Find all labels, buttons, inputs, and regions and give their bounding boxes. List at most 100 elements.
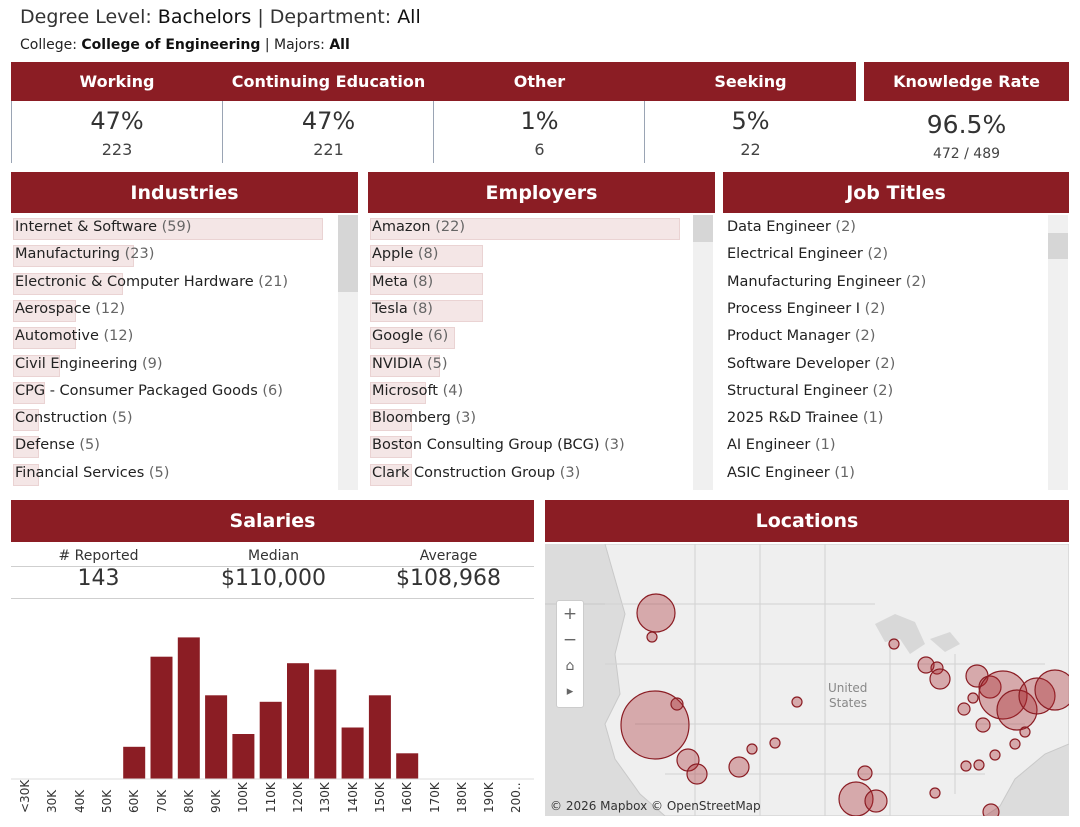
list-item[interactable]: Electronic & Computer Hardware (21) bbox=[11, 270, 336, 297]
list-item[interactable]: Internet & Software (59) bbox=[11, 215, 336, 242]
count-bar bbox=[370, 463, 413, 486]
job-titles-scrollbar[interactable] bbox=[1048, 215, 1068, 490]
histogram-tick-label: 110K bbox=[263, 782, 278, 813]
item-name: 2025 R&D Trainee bbox=[727, 410, 859, 427]
divider bbox=[11, 598, 534, 599]
map-label-states: States bbox=[829, 696, 867, 710]
list-item[interactable]: Microsoft (4) bbox=[368, 379, 693, 406]
job-titles-panel: Job Titles Data Engineer (2) Electrical E… bbox=[723, 172, 1069, 490]
kpi-working[interactable]: Working 47% 223 bbox=[11, 62, 223, 163]
item-name: Manufacturing bbox=[15, 246, 120, 263]
list-item[interactable]: Defense (5) bbox=[11, 433, 336, 460]
kpi-percent: 1% bbox=[520, 107, 559, 135]
scroll-thumb[interactable] bbox=[693, 215, 713, 242]
histogram-bar-130K[interactable] bbox=[314, 669, 337, 779]
zoom-in-icon[interactable]: + bbox=[562, 604, 578, 624]
list-item-label: Microsoft (4) bbox=[372, 383, 463, 399]
list-item[interactable]: Google (6) bbox=[368, 324, 693, 351]
filter-summary-line1: Degree Level: Bachelors | Department: Al… bbox=[20, 6, 421, 28]
list-item[interactable]: Electrical Engineer (2) bbox=[723, 242, 1048, 269]
list-item[interactable]: 2025 R&D Trainee (1) bbox=[723, 406, 1048, 433]
list-item[interactable]: Process Engineer I (2) bbox=[723, 297, 1048, 324]
histogram-bar-160K[interactable] bbox=[396, 753, 419, 779]
histogram-bar-140K[interactable] bbox=[341, 727, 364, 780]
item-name: Clark Construction Group bbox=[372, 464, 556, 481]
list-item[interactable]: CPG - Consumer Packaged Goods (6) bbox=[11, 379, 336, 406]
list-item[interactable]: Manufacturing Engineer (2) bbox=[723, 270, 1048, 297]
kpi-other[interactable]: Other 1% 6 bbox=[434, 62, 645, 163]
list-item-label: Tesla (8) bbox=[372, 301, 433, 317]
list-item[interactable]: Structural Engineer (2) bbox=[723, 379, 1048, 406]
list-item[interactable]: Data Engineer (2) bbox=[723, 215, 1048, 242]
job-titles-list[interactable]: Data Engineer (2) Electrical Engineer (2)… bbox=[723, 215, 1048, 490]
histogram-bar-60K[interactable] bbox=[123, 746, 146, 779]
histogram-bar-110K[interactable] bbox=[259, 701, 282, 779]
item-name: Structural Engineer bbox=[727, 382, 868, 399]
industries-title: Industries bbox=[11, 172, 358, 213]
item-name: Automotive bbox=[15, 328, 99, 345]
list-item-label: CPG - Consumer Packaged Goods (6) bbox=[15, 383, 283, 399]
majors-value: All bbox=[329, 37, 350, 53]
scroll-thumb[interactable] bbox=[338, 215, 358, 292]
list-item[interactable]: Product Manager (2) bbox=[723, 324, 1048, 351]
histogram-tick-label: 160K bbox=[400, 782, 415, 813]
histogram-bar-100K[interactable] bbox=[232, 734, 255, 779]
histogram-tick-label: 170K bbox=[427, 782, 442, 813]
list-item-label: 2025 R&D Trainee (1) bbox=[727, 410, 883, 426]
scroll-thumb[interactable] bbox=[1048, 233, 1068, 259]
kpi-continuing-education[interactable]: Continuing Education 47% 221 bbox=[223, 62, 434, 163]
list-item[interactable]: Civil Engineering (9) bbox=[11, 352, 336, 379]
zoom-out-icon[interactable]: − bbox=[562, 630, 578, 650]
item-count: (2) bbox=[830, 219, 856, 235]
list-item[interactable]: Apple (8) bbox=[368, 242, 693, 269]
histogram-bar-80K[interactable] bbox=[177, 637, 200, 779]
list-item[interactable]: Aerospace (12) bbox=[11, 297, 336, 324]
list-item[interactable]: Tesla (8) bbox=[368, 297, 693, 324]
histogram-bar-90K[interactable] bbox=[205, 695, 228, 779]
industries-list[interactable]: Internet & Software (59) Manufacturing (2… bbox=[11, 215, 336, 490]
item-name: Electronic & Computer Hardware bbox=[15, 273, 254, 290]
item-name: Internet & Software bbox=[15, 219, 158, 235]
list-item[interactable]: Construction (5) bbox=[11, 406, 336, 433]
list-item[interactable]: Software Developer (2) bbox=[723, 352, 1048, 379]
item-count: (5) bbox=[422, 355, 448, 372]
list-item-label: Meta (8) bbox=[372, 274, 433, 290]
employers-list[interactable]: Amazon (22) Apple (8) Meta (8) Tesla (8) Goo… bbox=[368, 215, 693, 490]
histogram-bar-70K[interactable] bbox=[150, 656, 173, 779]
list-item[interactable]: Meta (8) bbox=[368, 270, 693, 297]
salaries-title: Salaries bbox=[11, 500, 534, 542]
list-item[interactable]: Boston Consulting Group (BCG) (3) bbox=[368, 433, 693, 460]
list-item[interactable]: Financial Services (5) bbox=[11, 461, 336, 488]
home-icon[interactable]: ⌂ bbox=[565, 658, 575, 674]
list-item-label: NVIDIA (5) bbox=[372, 356, 448, 372]
department-value: All bbox=[397, 6, 421, 28]
histogram-bar-150K[interactable] bbox=[368, 695, 391, 779]
list-item[interactable]: Amazon (22) bbox=[368, 215, 693, 242]
list-item[interactable]: NVIDIA (5) bbox=[368, 352, 693, 379]
item-name: Software Developer bbox=[727, 355, 871, 372]
kpi-count: 223 bbox=[101, 140, 133, 159]
item-name: Electrical Engineer bbox=[727, 246, 863, 263]
list-item[interactable]: ASIC Engineer (1) bbox=[723, 461, 1048, 488]
employers-scrollbar[interactable] bbox=[693, 215, 713, 490]
list-item[interactable]: Clark Construction Group (3) bbox=[368, 461, 693, 488]
industries-scrollbar[interactable] bbox=[338, 215, 358, 490]
list-item[interactable]: Automotive (12) bbox=[11, 324, 336, 351]
kpi-label: Continuing Education bbox=[223, 62, 434, 101]
play-icon[interactable]: ▸ bbox=[566, 684, 574, 699]
histogram-bar-120K[interactable] bbox=[287, 663, 309, 779]
list-item[interactable]: AI Engineer (1) bbox=[723, 433, 1048, 460]
histogram-tick-label: 70K bbox=[154, 789, 169, 813]
histogram-tick-label: 180K bbox=[454, 782, 469, 813]
kpi-seeking[interactable]: Seeking 5% 22 bbox=[645, 62, 856, 163]
list-item[interactable]: Bloomberg (3) bbox=[368, 406, 693, 433]
list-item[interactable]: Manufacturing (23) bbox=[11, 242, 336, 269]
map-attribution[interactable]: © 2026 Mapbox © OpenStreetMap bbox=[550, 799, 761, 813]
locations-map[interactable]: United States bbox=[545, 544, 1069, 816]
location-bubbles[interactable] bbox=[620, 593, 1069, 816]
salary-histogram[interactable]: <30K 30K 40K 50K 60K 70K 80K 90K 100K 110K 120K 130… bbox=[11, 618, 534, 815]
kpi-percent: 47% bbox=[301, 107, 356, 135]
item-count: (22) bbox=[430, 219, 465, 235]
item-name: Bloomberg bbox=[372, 410, 451, 427]
item-name: Defense bbox=[15, 437, 75, 454]
